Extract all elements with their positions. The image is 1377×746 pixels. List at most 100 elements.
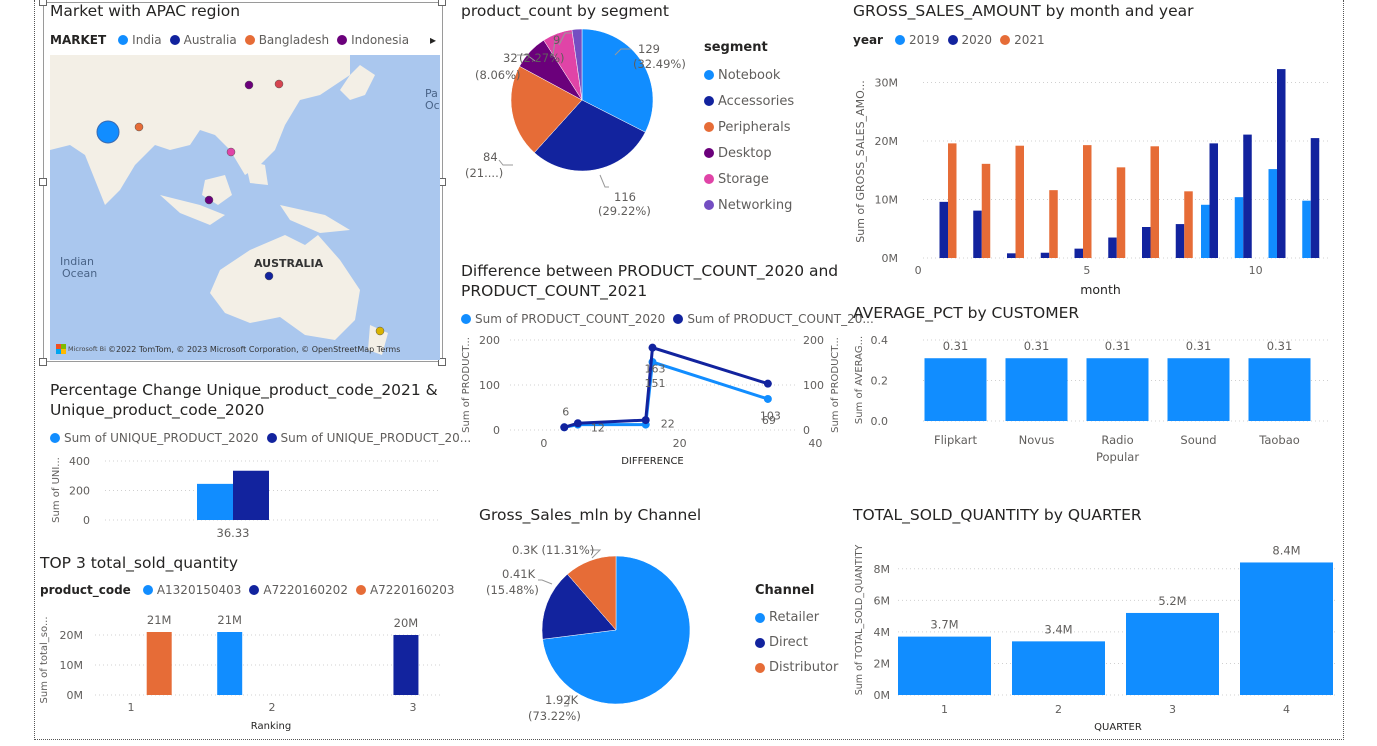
bar[interactable] [1167,358,1230,421]
map-bubble[interactable] [96,120,120,144]
bar[interactable] [1310,138,1320,258]
bar[interactable] [146,632,172,695]
data-point[interactable] [763,379,772,388]
bar[interactable] [1240,562,1333,695]
map-area[interactable]: Indian Ocean AUSTRALIA Pa Oc Microsoft B… [50,55,440,360]
channel-pie-chart[interactable]: 1.92K (73.22%) 0.41K (15.48%) 0.3K (11.31%) [470,530,750,730]
chevron-right-icon[interactable]: ▸ [430,33,437,47]
resize-handle[interactable] [438,0,446,6]
pie-slice[interactable] [567,555,617,631]
bar[interactable] [393,635,419,695]
bar[interactable] [1012,641,1105,695]
legend-item[interactable]: Sum of PRODUCT_COUNT_20... [687,312,874,326]
data-point[interactable] [641,416,650,425]
bar[interactable] [1248,358,1311,421]
bar[interactable] [1116,167,1126,258]
legend-item[interactable]: Sum of PRODUCT_COUNT_2020 [475,312,666,326]
legend-marker [355,585,366,595]
bar[interactable] [1074,248,1084,258]
map-bubble[interactable] [244,80,254,90]
map-bubble[interactable] [375,326,385,336]
bar[interactable] [1005,358,1068,421]
bar[interactable] [1015,145,1025,258]
bar[interactable] [1083,145,1092,258]
bar[interactable] [1142,227,1151,258]
pct-change-bar-chart[interactable]: 0 200 400 36.33 Sum of UNI... [45,450,445,545]
bar[interactable] [939,201,949,258]
resize-handle[interactable] [438,358,446,366]
pie-slice[interactable] [571,28,583,101]
difference-line-chart[interactable]: 0 0 100 100 200 200 0 20 40 DIFFERENCE Sum of PROD… [455,330,840,470]
bar[interactable] [1234,197,1244,258]
data-point[interactable] [573,419,582,428]
bar[interactable] [1150,146,1160,258]
legend-item[interactable]: A7220160202 [263,583,348,597]
legend-item[interactable]: Bangladesh [258,33,330,47]
x-tick-label: 2 [1055,703,1062,716]
bar[interactable] [973,210,982,258]
map-bubble[interactable] [274,79,284,89]
avg-pct-bar-chart[interactable]: 0.0 0.2 0.4 0.31 Flipkart 0.31 Novus 0.31 Radio P… [850,325,1340,470]
bar[interactable] [1007,253,1016,258]
bar[interactable] [233,470,269,520]
bar[interactable] [1302,200,1311,258]
bar[interactable] [1201,204,1210,258]
map-bubble[interactable] [226,147,236,157]
legend-item[interactable]: Notebook [704,62,794,88]
resize-handle[interactable] [39,358,47,366]
bar[interactable] [1086,358,1149,421]
pie-slice[interactable] [541,573,617,640]
pie-slice[interactable] [510,65,583,153]
pie-slice[interactable] [533,99,646,172]
bar[interactable] [1209,143,1219,258]
data-point[interactable] [648,343,657,352]
legend-item[interactable]: 2021 [1014,33,1045,47]
legend-item[interactable]: India [132,33,162,47]
map-bubble[interactable] [134,122,144,132]
resize-handle[interactable] [39,178,47,186]
legend-item[interactable]: Sum of UNIQUE_PRODUCT_20... [280,431,472,445]
legend-item[interactable]: 2019 [908,33,940,47]
bar[interactable] [981,163,991,258]
top3-bar-chart[interactable]: 0M 10M 20M 1 2 3 21M 20M 21M Ranking Sum of total_… [35,605,445,735]
data-point[interactable] [560,423,569,432]
map-bubble[interactable] [204,195,214,205]
segment-pie-chart[interactable]: 129(32.49%) 116(29.22%) 84 (21....) 32 (8.06%… [455,25,700,225]
legend-item[interactable]: Distributor [755,655,838,680]
bar[interactable] [1040,252,1050,258]
bar[interactable] [1243,134,1252,258]
map-attribution[interactable]: ©2022 TomTom, © 2023 Microsoft Corporati… [108,345,400,354]
legend-item[interactable]: 2020 [961,33,993,47]
legend-item[interactable]: Desktop [704,140,794,166]
legend-item[interactable]: Indonesia [351,33,410,47]
bar[interactable] [1108,237,1117,258]
legend-item[interactable]: Networking [704,192,794,218]
legend-item[interactable]: Storage [704,166,794,192]
legend-item[interactable]: Accessories [704,88,794,114]
legend-item[interactable]: Sum of UNIQUE_PRODUCT_2020 [64,431,259,445]
bar[interactable] [1184,191,1193,258]
legend-item[interactable]: Direct [755,630,838,655]
series-line[interactable] [563,345,769,429]
legend-item[interactable]: A1320150403 [156,583,242,597]
bar[interactable] [1175,224,1185,258]
legend-item[interactable]: Retailer [755,605,838,630]
gross-sales-bar-chart[interactable]: 0M 10M 20M 30M 0 5 10 month Sum of GROSS_SALES_A… [850,55,1340,300]
resize-handle[interactable] [39,0,47,6]
bar[interactable] [197,483,233,520]
bar[interactable] [1277,69,1286,259]
legend-item[interactable]: A7220160203 [369,583,455,597]
map-bubble[interactable] [264,271,274,281]
bar[interactable] [898,636,991,695]
quarter-bar-chart[interactable]: 0M 2M 4M 6M 8M 3.7M 1 3.4M 2 5.2M 3 8.4M 4 QUARTER Sum… [850,535,1340,735]
data-point[interactable] [763,394,772,403]
bar[interactable] [217,632,243,695]
legend-item[interactable]: Peripherals [704,114,794,140]
legend-item[interactable]: Australia [183,33,237,47]
bar[interactable] [1268,169,1278,258]
bar[interactable] [948,143,957,258]
pie-slice[interactable] [581,28,654,133]
bar[interactable] [1126,612,1219,695]
bar[interactable] [1049,190,1058,258]
bar[interactable] [924,358,987,421]
